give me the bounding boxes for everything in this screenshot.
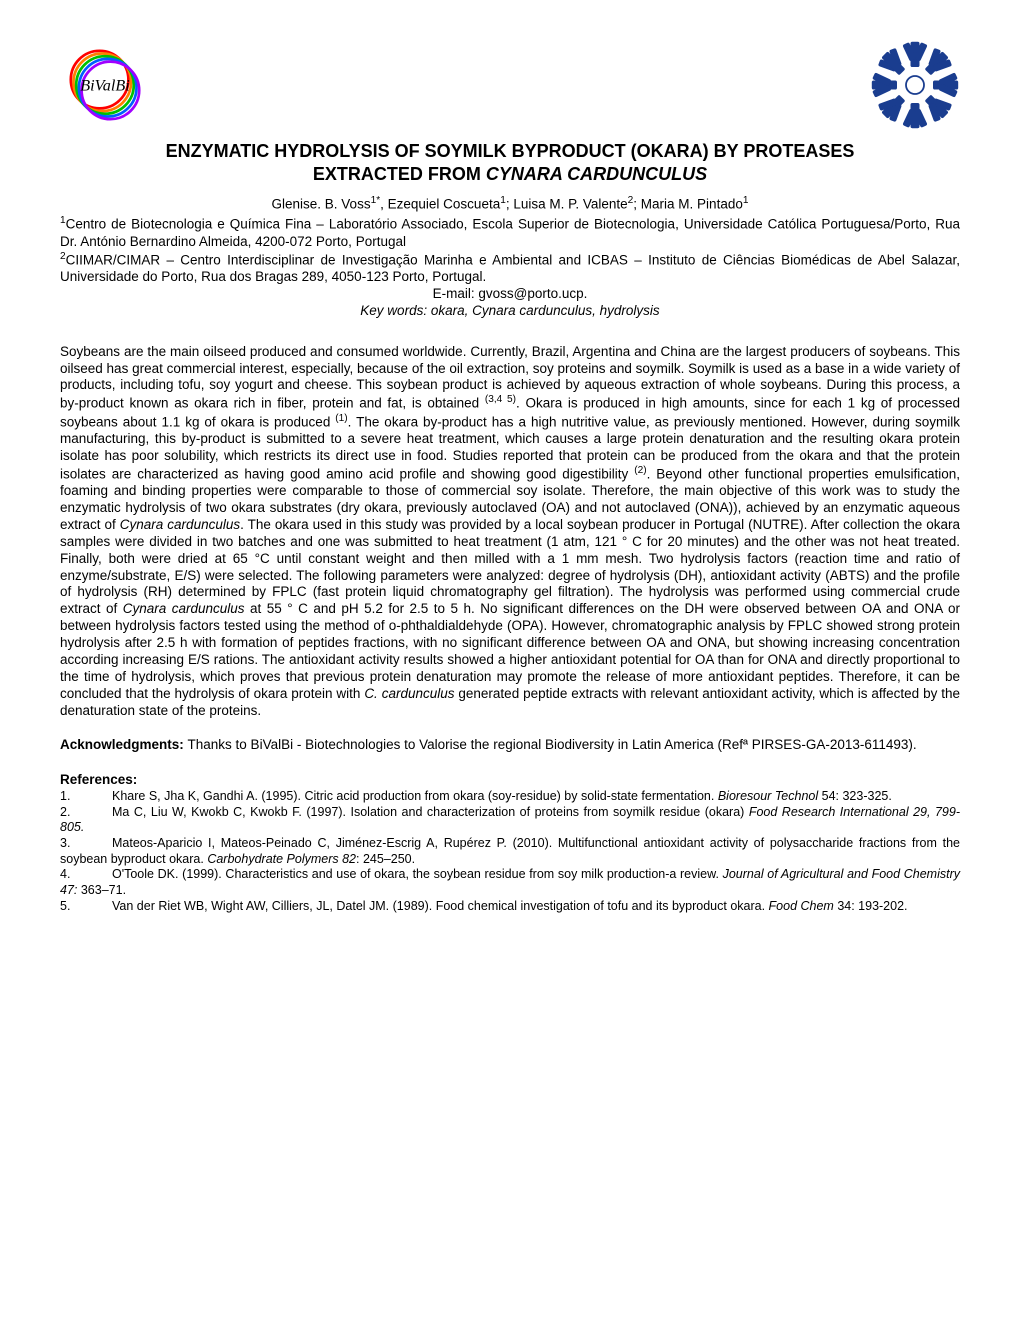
body-species-3: C. cardunculus <box>364 686 454 701</box>
bivalbi-logo: BiValBi <box>60 40 150 130</box>
ref-pre: Van der Riet WB, Wight AW, Cilliers, JL,… <box>112 899 769 913</box>
svg-text:BiValBi: BiValBi <box>80 76 129 94</box>
affiliation-2: 2CIIMAR/CIMAR – Centro Interdisciplinar … <box>60 251 960 286</box>
ref-pre: Ma C, Liu W, Kwokb C, Kwokb F. (1997). I… <box>112 805 749 819</box>
author-line: Glenise. B. Voss1*, Ezequiel Coscueta1; … <box>60 195 960 213</box>
body-species-2: Cynara cardunculus <box>123 601 245 616</box>
ref-journal: Carbohydrate Polymers 82 <box>207 852 356 866</box>
affil-2-text: CIIMAR/CIMAR – Centro Interdisciplinar d… <box>60 252 960 284</box>
reference-item: 3.Mateos-Aparicio I, Mateos-Peinado C, J… <box>60 836 960 867</box>
author-4-sup: 1 <box>743 195 749 206</box>
abstract-body: Soybeans are the main oilseed produced a… <box>60 344 960 720</box>
reference-item: 2.Ma C, Liu W, Kwokb C, Kwokb F. (1997).… <box>60 805 960 836</box>
contact-email: E-mail: gvoss@porto.ucp. <box>60 286 960 303</box>
author-4: ; Maria M. Pintado <box>633 197 743 212</box>
ref-pre: Khare S, Jha K, Gandhi A. (1995). Citric… <box>112 789 718 803</box>
ref-post: 363–71. <box>81 883 126 897</box>
author-1: Glenise. B. Voss <box>272 197 371 212</box>
ref-num: 2. <box>60 805 112 821</box>
author-3: ; Luisa M. P. Valente <box>506 197 628 212</box>
ref-num: 1. <box>60 789 112 805</box>
header-logo-row: BiValBi <box>60 40 960 130</box>
ack-text: Thanks to BiValBi - Biotechnologies to V… <box>188 737 917 752</box>
ack-label: Acknowledgments: <box>60 737 188 752</box>
ref-post: : 245–250. <box>356 852 415 866</box>
body-species-1: Cynara cardunculus <box>120 517 240 532</box>
reference-item: 1.Khare S, Jha K, Gandhi A. (1995). Citr… <box>60 789 960 805</box>
ref-num: 4. <box>60 867 112 883</box>
title-line-2-species: CYNARA CARDUNCULUS <box>486 164 707 184</box>
ref-pre: O'Toole DK. (1999). Characteristics and … <box>112 867 723 881</box>
body-cite-1: (3,4 5) <box>485 394 516 405</box>
affil-1-text: Centro de Biotecnologia e Química Fina –… <box>60 217 960 249</box>
references-heading: References: <box>60 772 960 789</box>
snowflake-logo <box>870 40 960 130</box>
ref-journal: Food Chem <box>769 899 838 913</box>
ref-num: 5. <box>60 899 112 915</box>
ref-pre: Mateos-Aparicio I, Mateos-Peinado C, Jim… <box>60 836 960 866</box>
title-line-2-pre: EXTRACTED FROM <box>313 164 486 184</box>
keywords-line: Key words: okara, Cynara cardunculus, hy… <box>60 303 960 320</box>
affiliation-1: 1Centro de Biotecnologia e Química Fina … <box>60 215 960 250</box>
ref-num: 3. <box>60 836 112 852</box>
acknowledgments: Acknowledgments: Thanks to BiValBi - Bio… <box>60 737 960 754</box>
reference-item: 5.Van der Riet WB, Wight AW, Cilliers, J… <box>60 899 960 915</box>
body-cite-3: (2) <box>634 465 646 476</box>
ref-post: 54: 323-325. <box>822 789 892 803</box>
paper-title: ENZYMATIC HYDROLYSIS OF SOYMILK BYPRODUC… <box>60 140 960 185</box>
reference-item: 4.O'Toole DK. (1999). Characteristics an… <box>60 867 960 898</box>
ref-post: 34: 193-202. <box>837 899 907 913</box>
body-cite-2: (1) <box>335 413 347 424</box>
author-1-sup: 1* <box>371 195 381 206</box>
title-line-1: ENZYMATIC HYDROLYSIS OF SOYMILK BYPRODUC… <box>166 141 855 161</box>
author-2: , Ezequiel Coscueta <box>380 197 500 212</box>
ref-journal: Bioresour Technol <box>718 789 822 803</box>
